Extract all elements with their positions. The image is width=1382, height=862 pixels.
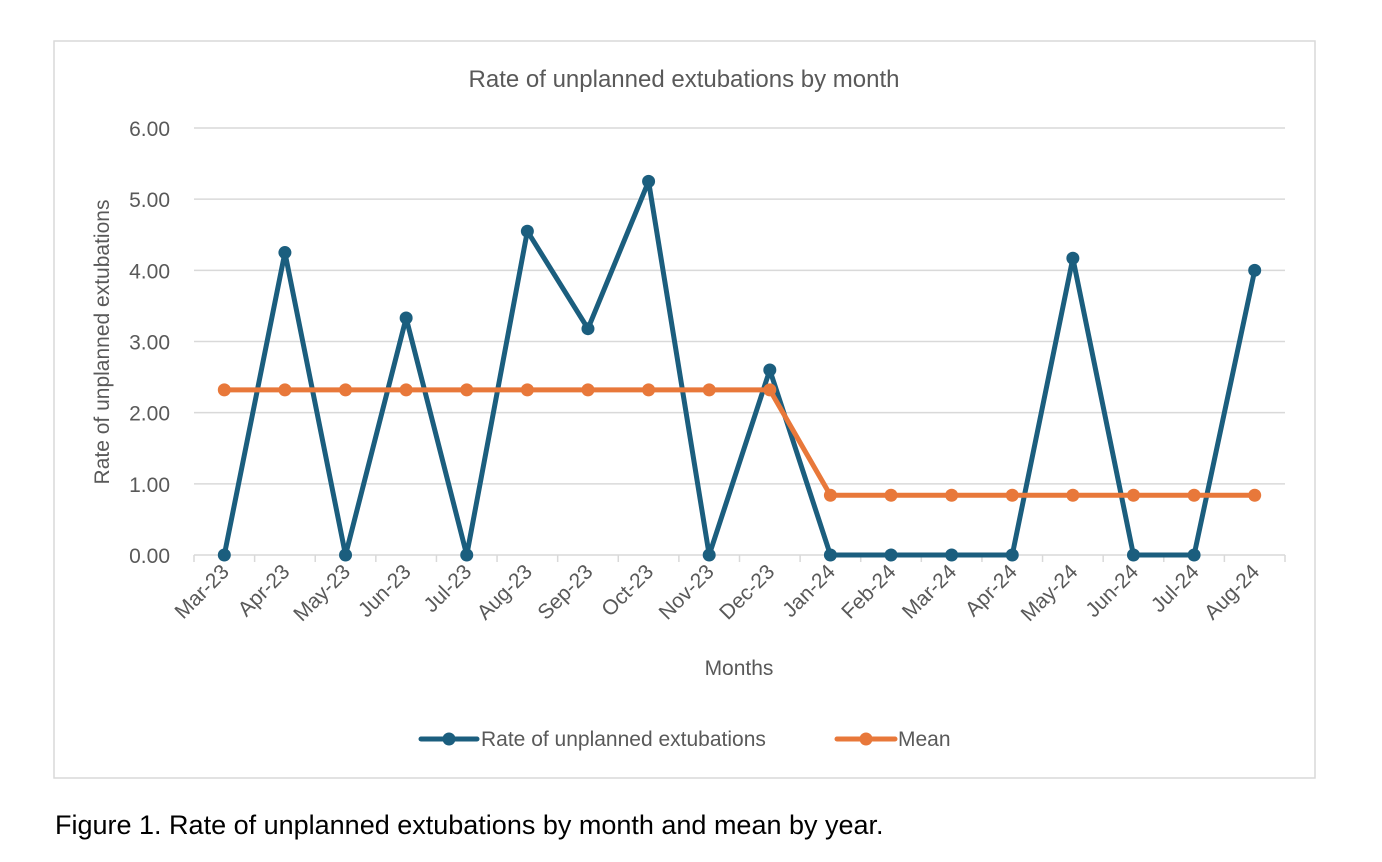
data-point [702,548,716,562]
data-point [1126,548,1140,562]
data-point [217,383,231,397]
data-point [460,548,474,562]
series-0 [217,174,1262,562]
figure-caption: Figure 1. Rate of unplanned extubations … [55,810,884,840]
x-axis [193,554,1286,562]
data-point [217,548,231,562]
y-tick-label: 0.00 [129,545,170,568]
legend-swatch-marker [442,732,456,746]
series [217,174,1262,562]
chart: Rate of unplanned extubations by month 0… [53,40,1316,779]
data-point [1066,488,1080,502]
y-tick-label: 4.00 [129,260,170,283]
data-point [945,488,959,502]
data-point [1187,488,1201,502]
series-line [221,387,1258,498]
data-point [642,174,656,188]
data-point [278,246,292,260]
chart-title: Rate of unplanned extubations by month [469,66,900,93]
series-line [221,178,1258,558]
y-tick-label: 2.00 [129,403,170,426]
data-point [520,224,534,238]
data-point [1005,548,1019,562]
x-axis-label: Months [705,657,774,680]
y-tick-label: 1.00 [129,474,170,497]
data-point [1248,488,1262,502]
data-point [581,383,595,397]
data-point [702,383,716,397]
data-point [884,488,898,502]
y-tick-label: 3.00 [129,332,170,355]
data-point [1248,263,1262,277]
data-point [278,383,292,397]
y-tick-label: 6.00 [129,118,170,141]
data-point [1126,488,1140,502]
data-point [1066,251,1080,265]
data-point [884,548,898,562]
series-1 [217,383,1262,502]
data-point [1005,488,1019,502]
y-axis-label: Rate of unplanned extubations [91,200,114,485]
legend: Rate of unplanned extubations Mean [418,728,951,751]
data-point [823,488,837,502]
data-point [642,383,656,397]
legend-label: Rate of unplanned extubations [481,728,766,751]
data-point [945,548,959,562]
data-point [399,383,413,397]
y-tick-label: 5.00 [129,189,170,212]
data-point [581,322,595,336]
data-point [399,311,413,325]
y-axis-ticks: 0.00 1.00 2.00 3.00 4.00 5.00 6.00 [129,118,170,568]
data-point [763,363,777,377]
data-point [763,383,777,397]
data-point [460,383,474,397]
legend-swatch-marker [859,732,873,746]
data-point [339,383,353,397]
data-point [339,548,353,562]
data-point [823,548,837,562]
data-point [1187,548,1201,562]
legend-label: Mean [898,728,951,751]
data-point [520,383,534,397]
